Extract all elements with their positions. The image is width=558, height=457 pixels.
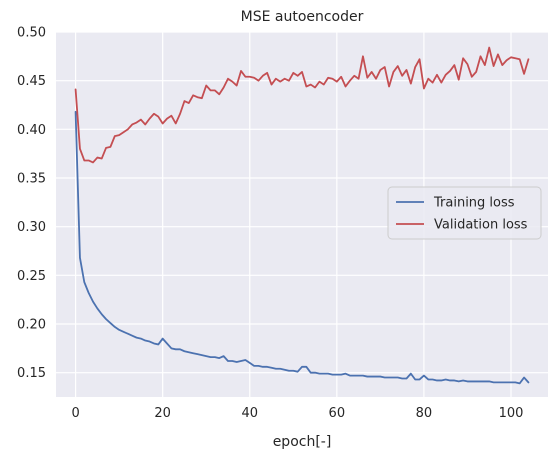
legend-box — [387, 186, 542, 240]
y-tick-label: 0.15 — [17, 366, 46, 381]
x-tick-label: 100 — [499, 406, 524, 421]
x-tick-label: 40 — [241, 406, 258, 421]
x-tick-label: 60 — [329, 406, 346, 421]
y-tick-label: 0.35 — [17, 172, 46, 187]
y-tick-label: 0.30 — [17, 220, 46, 235]
chart-title: MSE autoencoder — [241, 9, 364, 25]
legend: Training loss Validation loss — [387, 186, 542, 240]
x-axis-label: epoch[-] — [273, 434, 332, 450]
y-tick-label: 0.50 — [17, 26, 46, 41]
series-line-validation-loss — [74, 46, 530, 164]
series-line-training-loss — [74, 110, 530, 385]
x-tick-label: 80 — [416, 406, 433, 421]
y-tick-label: 0.40 — [17, 123, 46, 138]
x-tick-label: 20 — [154, 406, 171, 421]
legend-label: Training loss — [433, 196, 515, 211]
legend-label: Validation loss — [434, 218, 528, 233]
y-tick-label: 0.25 — [17, 269, 46, 284]
plot-area: 0.15 0.20 0.25 0.30 0.35 0.40 0.45 0.50 0 20 40 60 8… — [17, 26, 548, 421]
x-tick-label: 0 — [71, 406, 79, 421]
y-tick-label: 0.45 — [17, 74, 46, 89]
y-tick-label: 0.20 — [17, 318, 46, 333]
